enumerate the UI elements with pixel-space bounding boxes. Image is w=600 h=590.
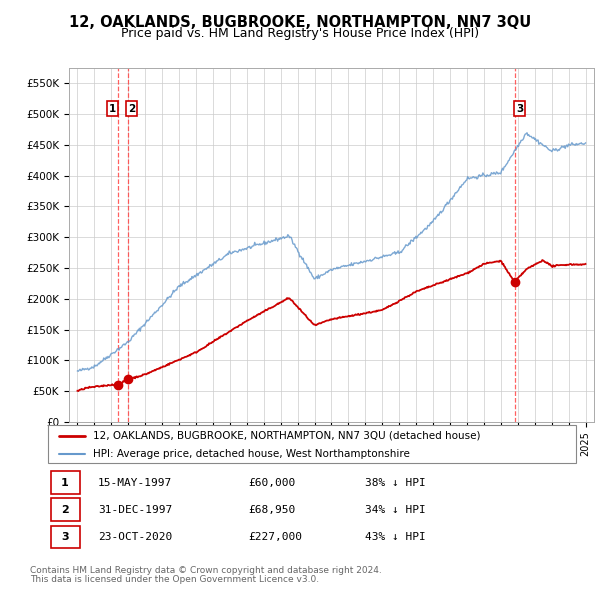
Text: 12, OAKLANDS, BUGBROOKE, NORTHAMPTON, NN7 3QU: 12, OAKLANDS, BUGBROOKE, NORTHAMPTON, NN… [69, 15, 531, 30]
Text: 1: 1 [61, 478, 69, 487]
FancyBboxPatch shape [48, 425, 576, 463]
Text: 23-OCT-2020: 23-OCT-2020 [98, 532, 172, 542]
Text: 2: 2 [128, 104, 135, 113]
Text: HPI: Average price, detached house, West Northamptonshire: HPI: Average price, detached house, West… [93, 449, 410, 458]
Text: 2: 2 [61, 505, 69, 514]
Text: £227,000: £227,000 [248, 532, 302, 542]
Text: 15-MAY-1997: 15-MAY-1997 [98, 478, 172, 487]
Text: 31-DEC-1997: 31-DEC-1997 [98, 505, 172, 514]
FancyBboxPatch shape [50, 471, 80, 494]
Text: £60,000: £60,000 [248, 478, 296, 487]
Text: £68,950: £68,950 [248, 505, 296, 514]
Text: This data is licensed under the Open Government Licence v3.0.: This data is licensed under the Open Gov… [30, 575, 319, 584]
Text: 38% ↓ HPI: 38% ↓ HPI [365, 478, 425, 487]
Text: 1: 1 [109, 104, 116, 113]
Text: Contains HM Land Registry data © Crown copyright and database right 2024.: Contains HM Land Registry data © Crown c… [30, 566, 382, 575]
Text: 34% ↓ HPI: 34% ↓ HPI [365, 505, 425, 514]
FancyBboxPatch shape [50, 499, 80, 521]
Text: 12, OAKLANDS, BUGBROOKE, NORTHAMPTON, NN7 3QU (detached house): 12, OAKLANDS, BUGBROOKE, NORTHAMPTON, NN… [93, 431, 481, 441]
FancyBboxPatch shape [50, 526, 80, 548]
Text: Price paid vs. HM Land Registry's House Price Index (HPI): Price paid vs. HM Land Registry's House … [121, 27, 479, 40]
Text: 43% ↓ HPI: 43% ↓ HPI [365, 532, 425, 542]
Text: 3: 3 [516, 104, 523, 113]
Text: 3: 3 [61, 532, 69, 542]
